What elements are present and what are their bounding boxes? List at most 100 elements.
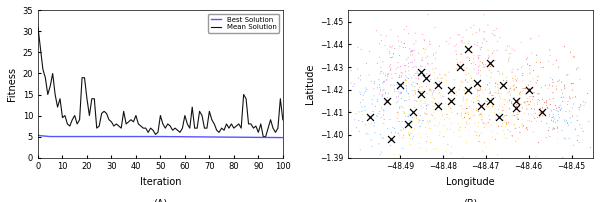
Point (476, 113, 485, 116)
Point (442, 113, 452, 116)
Point (548, 115, 558, 119)
Point (515, 90, 525, 94)
Point (427, 62, 437, 65)
Point (524, 88, 533, 91)
Point (593, 97, 600, 101)
Point (589, 121, 598, 124)
Point (407, 61, 417, 64)
Point (530, 117, 539, 120)
Point (461, 102, 471, 105)
Point (505, 130, 515, 133)
Point (401, 99, 411, 102)
Point (361, 132, 371, 135)
Point (400, 99, 409, 102)
Point (407, 120, 416, 124)
Point (499, 118, 508, 121)
Point (434, 80, 444, 83)
Point (400, 79, 410, 82)
Point (324, 33, 334, 36)
Point (373, 86, 382, 89)
Point (426, 78, 436, 81)
Point (469, 110, 478, 114)
Point (526, 37, 536, 40)
Point (534, 141, 544, 144)
Point (487, 97, 497, 100)
Point (389, 84, 399, 87)
Point (437, 77, 447, 80)
Point (573, 134, 583, 137)
Point (476, 104, 486, 107)
Point (452, 113, 462, 116)
Point (385, 45, 395, 48)
Point (397, 92, 406, 95)
Point (404, 32, 413, 35)
Point (335, 103, 345, 106)
Point (491, 114, 501, 117)
Best Solution (181, 136, 188, 138)
Point (357, 113, 367, 116)
Point (483, 48, 493, 52)
Point (428, 90, 438, 94)
Point (498, 83, 508, 87)
Point (455, 135, 464, 138)
Point (529, 91, 539, 94)
Point (543, 87, 553, 90)
Point (427, 141, 436, 144)
Point (553, 119, 562, 122)
Point (487, 123, 496, 127)
Point (479, 65, 489, 69)
Point (454, 88, 464, 91)
Point (427, 94, 437, 97)
Point (353, 67, 362, 71)
Point (452, 61, 462, 64)
Point (521, 58, 531, 61)
Point (470, 97, 479, 100)
Point (464, 117, 474, 120)
Point (435, 130, 445, 134)
Point (552, 84, 562, 88)
Point (539, 161, 548, 164)
Point (506, 92, 515, 95)
Point (422, 135, 432, 138)
Point (562, 74, 571, 77)
Point (391, 72, 400, 75)
Point (415, 102, 424, 106)
Point (490, 111, 499, 114)
Point (500, 119, 510, 122)
Point (392, 101, 402, 104)
Point (362, 62, 371, 65)
Point (525, 67, 535, 71)
Point (573, 66, 583, 69)
Point (382, 48, 392, 51)
Point (475, 63, 484, 67)
Point (422, 72, 432, 75)
Point (595, 43, 600, 46)
Point (399, 106, 409, 109)
Point (430, 57, 440, 60)
Point (493, 86, 503, 89)
Point (561, 137, 571, 140)
Point (454, 63, 463, 66)
Point (579, 100, 589, 103)
Point (416, 136, 426, 139)
Point (521, 127, 531, 130)
Point (489, 49, 499, 53)
Point (414, 77, 424, 80)
Point (461, 79, 470, 82)
Point (411, 39, 421, 43)
Point (535, 111, 545, 114)
Point (398, 72, 407, 75)
Point (425, 88, 435, 91)
Point (558, 100, 568, 103)
Point (383, 99, 393, 102)
Point (354, 110, 364, 114)
Point (428, 108, 438, 111)
Point (461, 78, 471, 82)
Point (503, 92, 512, 95)
Point (455, 125, 465, 128)
Point (512, 103, 521, 106)
Point (484, 68, 494, 72)
Point (464, 72, 473, 75)
Point (482, 40, 491, 43)
Point (462, 107, 472, 110)
